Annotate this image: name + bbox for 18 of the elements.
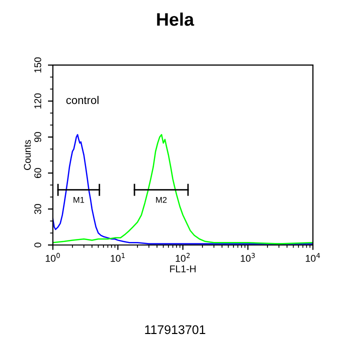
x-tick-label: 10$^{0}$ xyxy=(46,252,60,262)
series-label: M1 xyxy=(74,197,84,203)
y-tick-label: 120 xyxy=(34,93,42,108)
x-tick-label: 10$^{3}$ xyxy=(240,252,255,262)
chart-title: Hela xyxy=(157,12,194,26)
x-axis-title: FL1-H xyxy=(170,266,196,272)
y-tick-label: 0 xyxy=(34,242,42,248)
x-tick-label: 10$^{1}$ xyxy=(110,253,125,262)
y-axis-title: Counts xyxy=(24,140,31,170)
y-tick-label: 150 xyxy=(34,57,42,72)
x-tick-label: 10$^{4}$ xyxy=(306,253,320,262)
x-tick-label: 10$^{2}$ xyxy=(176,252,190,262)
y-tick-label: 90 xyxy=(34,132,42,142)
y-tick-label: 30 xyxy=(34,204,42,214)
series-label: M2 xyxy=(156,196,167,203)
annotation: control xyxy=(66,96,98,104)
y-tick-label: 60 xyxy=(34,168,42,178)
text: 117913701 xyxy=(145,325,206,334)
